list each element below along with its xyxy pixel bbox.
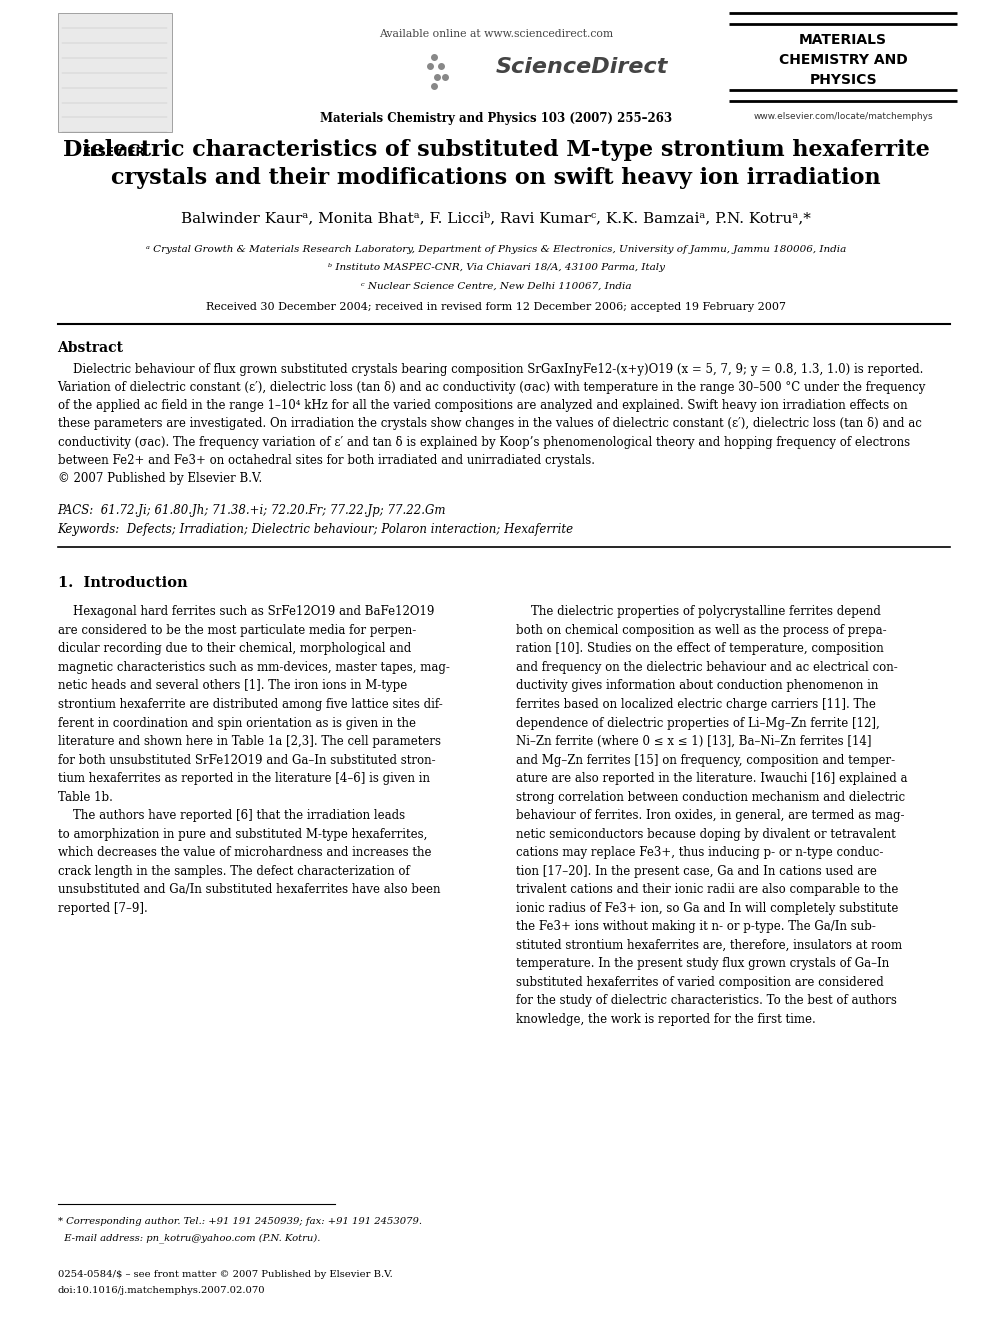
Text: crack length in the samples. The defect characterization of: crack length in the samples. The defect … [58,865,410,877]
Text: stituted strontium hexaferrites are, therefore, insulators at room: stituted strontium hexaferrites are, the… [516,939,902,951]
Text: dependence of dielectric properties of Li–Mg–Zn ferrite [12],: dependence of dielectric properties of L… [516,717,880,729]
Text: Balwinder Kaurᵃ, Monita Bhatᵃ, F. Licciᵇ, Ravi Kumarᶜ, K.K. Bamzaiᵃ, P.N. Kotruᵃ: Balwinder Kaurᵃ, Monita Bhatᵃ, F. Licciᵇ… [182,212,810,226]
Text: ᵃ Crystal Growth & Materials Research Laboratory, Department of Physics & Electr: ᵃ Crystal Growth & Materials Research La… [146,245,846,254]
Text: ferent in coordination and spin orientation as is given in the: ferent in coordination and spin orientat… [58,717,416,729]
Text: www.elsevier.com/locate/matchemphys: www.elsevier.com/locate/matchemphys [753,112,933,122]
Text: ature are also reported in the literature. Iwauchi [16] explained a: ature are also reported in the literatur… [516,773,908,785]
Text: Available online at www.sciencedirect.com: Available online at www.sciencedirect.co… [379,29,613,40]
Text: for the study of dielectric characteristics. To the best of authors: for the study of dielectric characterist… [516,995,897,1007]
Text: cations may replace Fe3+, thus inducing p- or n-type conduc-: cations may replace Fe3+, thus inducing … [516,847,883,859]
Text: ᵇ Instituto MASPEC-CNR, Via Chiavari 18/A, 43100 Parma, Italy: ᵇ Instituto MASPEC-CNR, Via Chiavari 18/… [327,263,665,273]
Text: PACS:  61.72.Ji; 61.80.Jh; 71.38.+i; 72.20.Fr; 77.22.Jp; 77.22.Gm: PACS: 61.72.Ji; 61.80.Jh; 71.38.+i; 72.2… [58,504,446,516]
Text: tion [17–20]. In the present case, Ga and In cations used are: tion [17–20]. In the present case, Ga an… [516,865,877,877]
Text: these parameters are investigated. On irradiation the crystals show changes in t: these parameters are investigated. On ir… [58,417,922,430]
Text: Materials Chemistry and Physics 103 (2007) 255–263: Materials Chemistry and Physics 103 (200… [320,112,672,126]
Text: doi:10.1016/j.matchemphys.2007.02.070: doi:10.1016/j.matchemphys.2007.02.070 [58,1286,265,1295]
Text: Abstract: Abstract [58,341,124,356]
Text: © 2007 Published by Elsevier B.V.: © 2007 Published by Elsevier B.V. [58,472,262,486]
Text: The authors have reported [6] that the irradiation leads: The authors have reported [6] that the i… [58,810,405,822]
Text: netic heads and several others [1]. The iron ions in M-type: netic heads and several others [1]. The … [58,680,407,692]
Text: strong correlation between conduction mechanism and dielectric: strong correlation between conduction me… [516,791,905,803]
Text: PHYSICS: PHYSICS [809,73,877,87]
Text: Ni–Zn ferrite (where 0 ≤ x ≤ 1) [13], Ba–Ni–Zn ferrites [14]: Ni–Zn ferrite (where 0 ≤ x ≤ 1) [13], Ba… [516,736,871,747]
Text: ferrites based on localized electric charge carriers [11]. The: ferrites based on localized electric cha… [516,699,876,710]
Text: magnetic characteristics such as mm-devices, master tapes, mag-: magnetic characteristics such as mm-devi… [58,662,449,673]
Text: Table 1b.: Table 1b. [58,791,112,803]
Text: * Corresponding author. Tel.: +91 191 2450939; fax: +91 191 2453079.: * Corresponding author. Tel.: +91 191 24… [58,1217,422,1226]
Text: conductivity (σac). The frequency variation of ε′ and tan δ is explained by Koop: conductivity (σac). The frequency variat… [58,435,910,448]
Text: ELSEVIER: ELSEVIER [83,146,146,159]
Text: both on chemical composition as well as the process of prepa-: both on chemical composition as well as … [516,624,887,636]
Text: 1.  Introduction: 1. Introduction [58,577,187,590]
Text: trivalent cations and their ionic radii are also comparable to the: trivalent cations and their ionic radii … [516,884,898,896]
Text: substituted hexaferrites of varied composition are considered: substituted hexaferrites of varied compo… [516,976,884,988]
Text: MATERIALS: MATERIALS [800,33,887,48]
Text: the Fe3+ ions without making it n- or p-type. The Ga/In sub-: the Fe3+ ions without making it n- or p-… [516,921,876,933]
Text: ionic radius of Fe3+ ion, so Ga and In will completely substitute: ionic radius of Fe3+ ion, so Ga and In w… [516,902,898,914]
Text: crystals and their modifications on swift heavy ion irradiation: crystals and their modifications on swif… [111,167,881,189]
Text: Hexagonal hard ferrites such as SrFe12O19 and BaFe12O19: Hexagonal hard ferrites such as SrFe12O1… [58,606,434,618]
Text: unsubstituted and Ga/In substituted hexaferrites have also been: unsubstituted and Ga/In substituted hexa… [58,884,440,896]
Text: E-mail address: pn_kotru@yahoo.com (P.N. Kotru).: E-mail address: pn_kotru@yahoo.com (P.N.… [58,1233,319,1242]
Text: CHEMISTRY AND: CHEMISTRY AND [779,53,908,67]
Text: and Mg–Zn ferrites [15] on frequency, composition and temper-: and Mg–Zn ferrites [15] on frequency, co… [516,754,895,766]
Text: are considered to be the most particulate media for perpen-: are considered to be the most particulat… [58,624,416,636]
Text: between Fe2+ and Fe3+ on octahedral sites for both irradiated and unirradiated c: between Fe2+ and Fe3+ on octahedral site… [58,454,594,467]
Text: dicular recording due to their chemical, morphological and: dicular recording due to their chemical,… [58,643,411,655]
Text: tium hexaferrites as reported in the literature [4–6] is given in: tium hexaferrites as reported in the lit… [58,773,430,785]
Text: strontium hexaferrite are distributed among five lattice sites dif-: strontium hexaferrite are distributed am… [58,699,442,710]
Text: netic semiconductors because doping by divalent or tetravalent: netic semiconductors because doping by d… [516,828,896,840]
Bar [58,13,172,132]
Text: to amorphization in pure and substituted M-type hexaferrites,: to amorphization in pure and substituted… [58,828,427,840]
Text: of the applied ac field in the range 1–10⁴ kHz for all the varied compositions a: of the applied ac field in the range 1–1… [58,400,907,411]
Text: reported [7–9].: reported [7–9]. [58,902,147,914]
Text: behaviour of ferrites. Iron oxides, in general, are termed as mag-: behaviour of ferrites. Iron oxides, in g… [516,810,905,822]
Text: ration [10]. Studies on the effect of temperature, composition: ration [10]. Studies on the effect of te… [516,643,884,655]
Text: and frequency on the dielectric behaviour and ac electrical con-: and frequency on the dielectric behaviou… [516,662,898,673]
Text: Keywords:  Defects; Irradiation; Dielectric behaviour; Polaron interaction; Hexa: Keywords: Defects; Irradiation; Dielectr… [58,524,573,536]
Text: Dielectric characteristics of substituted M-type strontium hexaferrite: Dielectric characteristics of substitute… [62,139,930,161]
Text: ᶜ Nuclear Science Centre, New Delhi 110067, India: ᶜ Nuclear Science Centre, New Delhi 1100… [361,282,631,291]
Text: ductivity gives information about conduction phenomenon in: ductivity gives information about conduc… [516,680,878,692]
Text: literature and shown here in Table 1a [2,3]. The cell parameters: literature and shown here in Table 1a [2… [58,736,440,747]
Text: which decreases the value of microhardness and increases the: which decreases the value of microhardne… [58,847,432,859]
Text: for both unsubstituted SrFe12O19 and Ga–In substituted stron-: for both unsubstituted SrFe12O19 and Ga–… [58,754,435,766]
Text: Received 30 December 2004; received in revised form 12 December 2006; accepted 1: Received 30 December 2004; received in r… [206,302,786,312]
Text: Dielectric behaviour of flux grown substituted crystals bearing composition SrGa: Dielectric behaviour of flux grown subst… [58,363,923,376]
Text: Variation of dielectric constant (ε′), dielectric loss (tan δ) and ac conductivi: Variation of dielectric constant (ε′), d… [58,381,926,394]
Text: The dielectric properties of polycrystalline ferrites depend: The dielectric properties of polycrystal… [516,606,881,618]
Text: ScienceDirect: ScienceDirect [496,57,669,77]
Text: temperature. In the present study flux grown crystals of Ga–In: temperature. In the present study flux g… [516,958,889,970]
Text: 0254-0584/$ – see front matter © 2007 Published by Elsevier B.V.: 0254-0584/$ – see front matter © 2007 Pu… [58,1270,392,1279]
Text: knowledge, the work is reported for the first time.: knowledge, the work is reported for the … [516,1013,815,1025]
